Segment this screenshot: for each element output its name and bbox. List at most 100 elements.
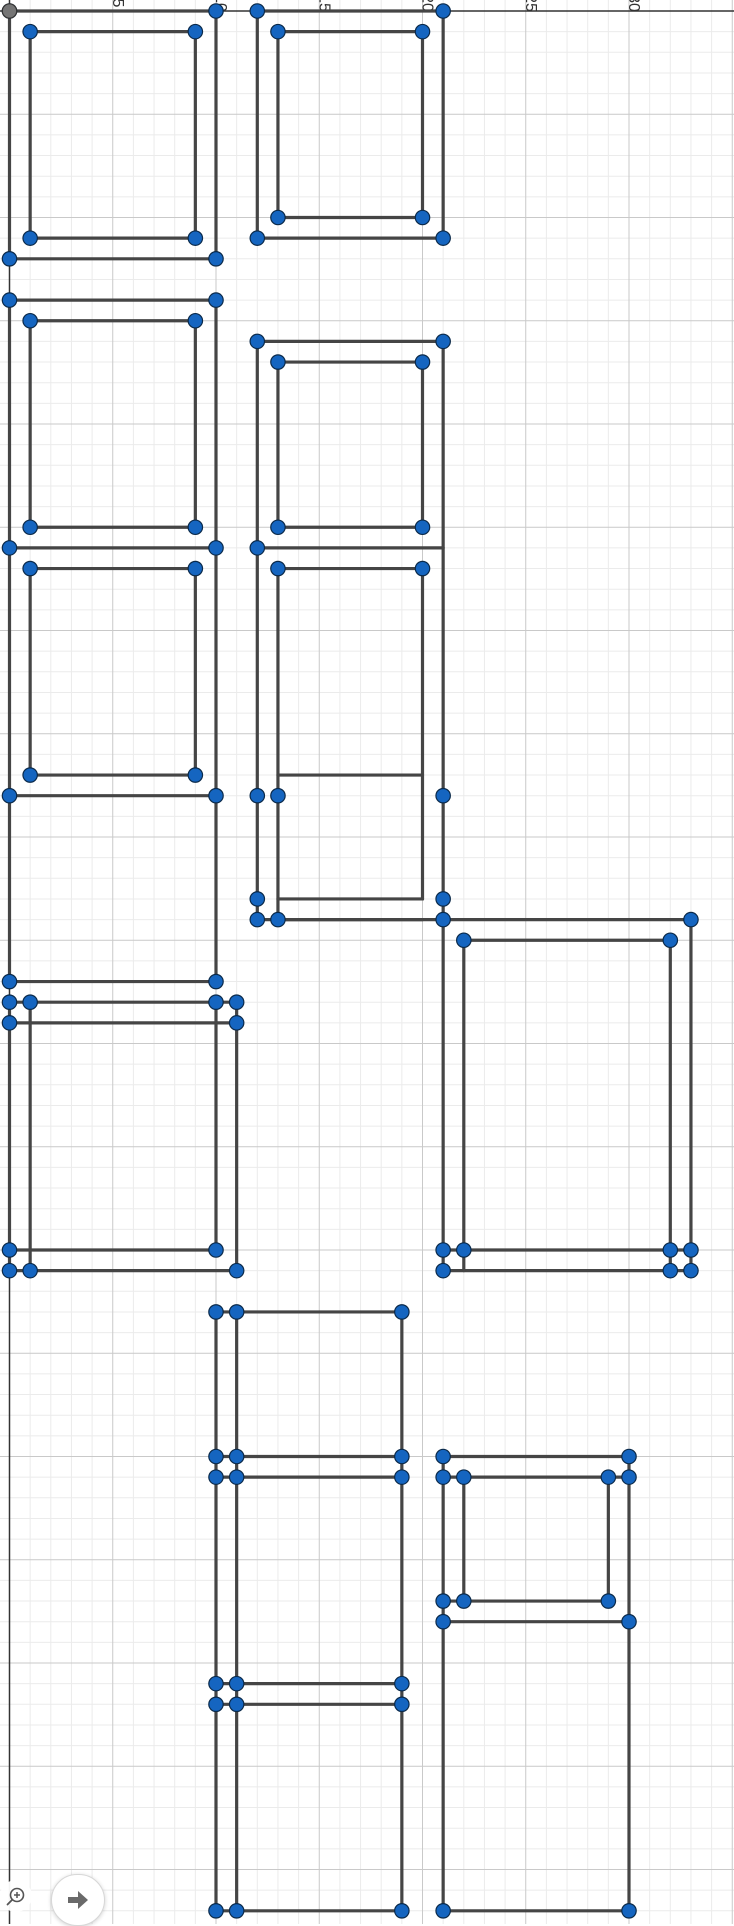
point bbox=[208, 1675, 224, 1692]
point bbox=[22, 312, 38, 329]
point bbox=[228, 1469, 245, 1485]
point bbox=[228, 994, 245, 1010]
point bbox=[394, 1903, 410, 1919]
home-button[interactable] bbox=[51, 1874, 105, 1926]
point bbox=[414, 354, 431, 370]
point bbox=[683, 1262, 699, 1279]
point bbox=[1, 1242, 18, 1258]
point bbox=[1, 540, 18, 556]
point bbox=[208, 1304, 224, 1320]
point bbox=[662, 1262, 679, 1279]
point bbox=[228, 1448, 245, 1465]
point bbox=[208, 1469, 224, 1485]
home-icon bbox=[68, 1891, 88, 1909]
point bbox=[228, 1304, 245, 1320]
point bbox=[1, 250, 18, 267]
point bbox=[228, 1903, 245, 1919]
point bbox=[22, 1262, 38, 1279]
point bbox=[208, 1242, 224, 1258]
point bbox=[22, 230, 38, 246]
point bbox=[208, 540, 224, 556]
segments-layer bbox=[7, 9, 693, 1913]
x-tick-label: 20 bbox=[419, 0, 436, 12]
point bbox=[208, 1448, 224, 1465]
point bbox=[208, 3, 224, 19]
point bbox=[435, 230, 451, 246]
point bbox=[1, 292, 18, 308]
point bbox=[414, 23, 431, 40]
point bbox=[600, 1593, 617, 1609]
point bbox=[208, 1903, 224, 1919]
point bbox=[455, 1469, 472, 1485]
point bbox=[22, 994, 38, 1010]
point bbox=[270, 519, 286, 536]
point bbox=[187, 23, 204, 40]
point bbox=[414, 519, 431, 536]
point bbox=[249, 911, 266, 928]
x-tick-label: 30 bbox=[625, 0, 642, 12]
point bbox=[455, 1593, 472, 1609]
zoom-in-icon bbox=[6, 1887, 25, 1906]
point bbox=[414, 560, 431, 577]
point bbox=[455, 932, 472, 949]
point bbox=[394, 1675, 410, 1692]
point bbox=[621, 1469, 637, 1485]
point bbox=[22, 560, 38, 577]
point bbox=[1, 787, 18, 804]
point bbox=[621, 1613, 637, 1630]
point bbox=[22, 519, 38, 536]
point bbox=[1, 1262, 18, 1279]
point bbox=[208, 250, 224, 267]
point bbox=[208, 787, 224, 804]
x-tick-label: 25 bbox=[522, 0, 539, 12]
point bbox=[228, 1262, 245, 1279]
point bbox=[270, 911, 286, 928]
point bbox=[621, 1448, 637, 1465]
point bbox=[228, 1675, 245, 1692]
zoom-in-button[interactable] bbox=[0, 1880, 32, 1912]
point bbox=[394, 1304, 410, 1320]
point bbox=[435, 3, 451, 19]
point bbox=[187, 767, 204, 783]
point bbox=[208, 994, 224, 1010]
point bbox=[435, 1903, 451, 1919]
point bbox=[1, 994, 18, 1010]
point bbox=[394, 1448, 410, 1465]
point bbox=[1, 1015, 18, 1031]
point bbox=[435, 1593, 451, 1609]
point bbox=[187, 560, 204, 577]
point bbox=[435, 1448, 451, 1465]
point bbox=[455, 1242, 472, 1258]
point bbox=[228, 1015, 245, 1031]
point bbox=[187, 312, 204, 329]
point bbox=[683, 1242, 699, 1258]
point bbox=[662, 932, 679, 949]
point bbox=[435, 1262, 451, 1279]
point bbox=[435, 1469, 451, 1485]
origin-point bbox=[1, 3, 18, 19]
point bbox=[270, 354, 286, 370]
point bbox=[435, 787, 451, 804]
x-tick-label: 5 bbox=[109, 0, 126, 8]
point bbox=[249, 787, 266, 804]
point bbox=[228, 1696, 245, 1713]
x-tick-label: 15 bbox=[315, 0, 332, 12]
point bbox=[208, 973, 224, 990]
point bbox=[22, 23, 38, 40]
point bbox=[683, 911, 699, 928]
point bbox=[249, 3, 266, 19]
point bbox=[435, 333, 451, 350]
point bbox=[435, 1242, 451, 1258]
point bbox=[208, 292, 224, 308]
point bbox=[394, 1469, 410, 1485]
point bbox=[249, 230, 266, 246]
point bbox=[270, 787, 286, 804]
point bbox=[270, 560, 286, 577]
point bbox=[187, 519, 204, 536]
point bbox=[394, 1696, 410, 1713]
point bbox=[435, 911, 451, 928]
